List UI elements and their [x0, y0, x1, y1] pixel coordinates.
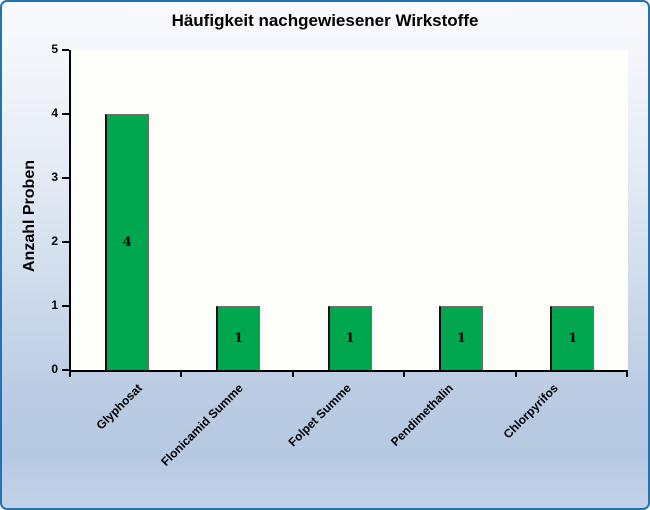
bar-Chlorpyrifos: 1	[550, 306, 595, 370]
bar-slot: 1	[182, 50, 293, 370]
y-tick-mark	[62, 241, 69, 243]
x-tick-mark	[180, 372, 183, 377]
bar-slot: 1	[517, 50, 628, 370]
x-tick-mark	[626, 372, 628, 377]
x-category-label-Flonicamid Summe: Flonicamid Summe	[158, 381, 246, 469]
bar-Flonicamid Summe: 1	[216, 306, 261, 370]
x-category-label-Pendimethalin: Pendimethalin	[387, 381, 456, 449]
y-tick-label: 4	[51, 106, 58, 120]
y-tick-mark	[62, 305, 69, 307]
y-tick-label: 0	[51, 362, 58, 376]
chart-title: Häufigkeit nachgewiesener Wirkstoffe	[171, 11, 479, 30]
x-category-label-Chlorpyrifos: Chlorpyrifos	[500, 381, 562, 442]
bar-Pendimethalin: 1	[438, 306, 483, 370]
y-tick-label: 3	[51, 170, 58, 184]
y-tick-label: 1	[51, 298, 58, 312]
y-tick-mark	[62, 49, 69, 51]
x-tick-mark	[69, 372, 71, 377]
x-category-label-Glyphosat: Glyphosat	[93, 381, 145, 433]
y-tick-mark	[62, 177, 69, 179]
bar-slot: 4	[71, 50, 182, 370]
y-tick-label: 5	[51, 42, 58, 56]
bar-Glyphosat: 4	[104, 114, 149, 370]
bar-value-label: 1	[345, 331, 355, 346]
y-tick-mark	[62, 369, 69, 371]
x-tick-mark	[291, 372, 294, 377]
x-category-label-Folpet Summe: Folpet Summe	[285, 381, 354, 450]
y-tick-label: 2	[51, 234, 58, 248]
x-tick-mark	[403, 372, 406, 377]
bars-row: 4 1 1 1 1	[71, 50, 628, 370]
plot-area: 4 1 1 1 1	[69, 50, 628, 372]
bar-value-label: 1	[456, 331, 466, 346]
y-tick-mark	[62, 113, 69, 115]
bar-value-label: 1	[568, 331, 578, 346]
x-tick-mark	[514, 372, 517, 377]
bar-value-label: 4	[122, 235, 132, 250]
bar-slot: 1	[405, 50, 516, 370]
bar-Folpet Summe: 1	[327, 306, 372, 370]
bar-value-label: 1	[234, 331, 244, 346]
bar-slot: 1	[294, 50, 405, 370]
